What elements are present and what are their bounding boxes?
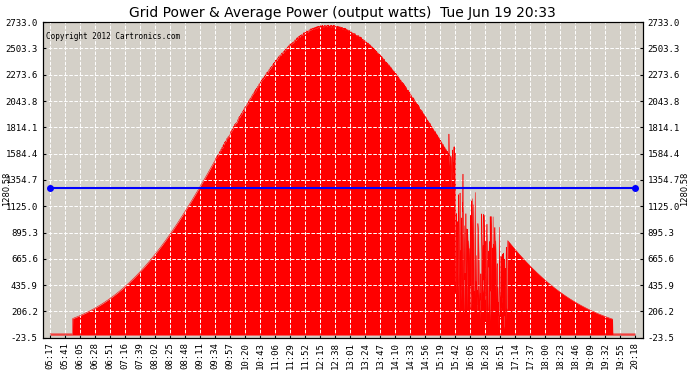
Title: Grid Power & Average Power (output watts)  Tue Jun 19 20:33: Grid Power & Average Power (output watts…: [129, 6, 556, 20]
Text: 1280.58: 1280.58: [680, 171, 689, 206]
Text: Copyright 2012 Cartronics.com: Copyright 2012 Cartronics.com: [46, 32, 180, 40]
Text: 1280.58: 1280.58: [2, 171, 11, 206]
